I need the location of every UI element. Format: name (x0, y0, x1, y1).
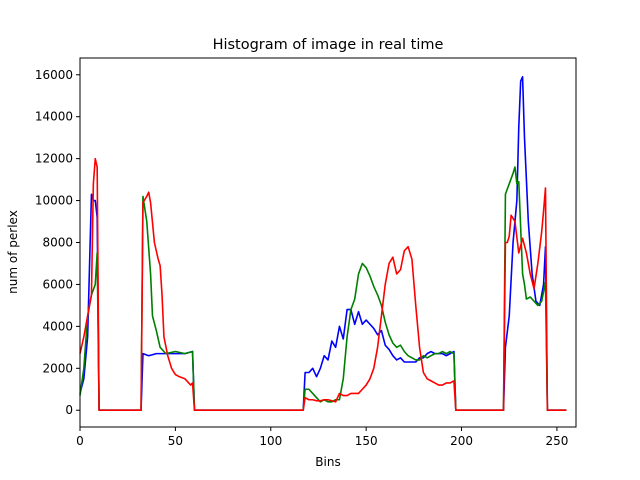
y-tick-label: 14000 (35, 110, 73, 124)
y-tick-label: 16000 (35, 68, 73, 82)
y-tick-label: 8000 (42, 236, 73, 250)
x-tick-label: 100 (259, 434, 282, 448)
series-line-3 (79, 157, 567, 412)
x-axis-label: Bins (315, 455, 340, 469)
x-axis-ticks: 0 50 100 150 200 250 (76, 427, 568, 448)
series-line-2 (79, 166, 567, 412)
x-tick-label: 150 (355, 434, 378, 448)
y-tick-label: 10000 (35, 194, 73, 208)
y-tick-label: 0 (65, 403, 73, 417)
y-axis-label: num of perlex (6, 210, 20, 294)
x-tick-label: 50 (168, 434, 183, 448)
series-layer (79, 76, 567, 412)
y-tick-label: 4000 (42, 319, 73, 333)
y-axis-ticks: 0 2000 4000 6000 8000 10000 12000 14000 16000 (35, 68, 80, 417)
x-tick-label: 200 (450, 434, 473, 448)
x-tick-label: 0 (76, 434, 84, 448)
x-tick-label: 250 (545, 434, 568, 448)
y-tick-label: 6000 (42, 277, 73, 291)
y-tick-label: 2000 (42, 361, 73, 375)
chart-title: Histogram of image in real time (213, 37, 444, 53)
y-tick-label: 12000 (35, 152, 73, 166)
